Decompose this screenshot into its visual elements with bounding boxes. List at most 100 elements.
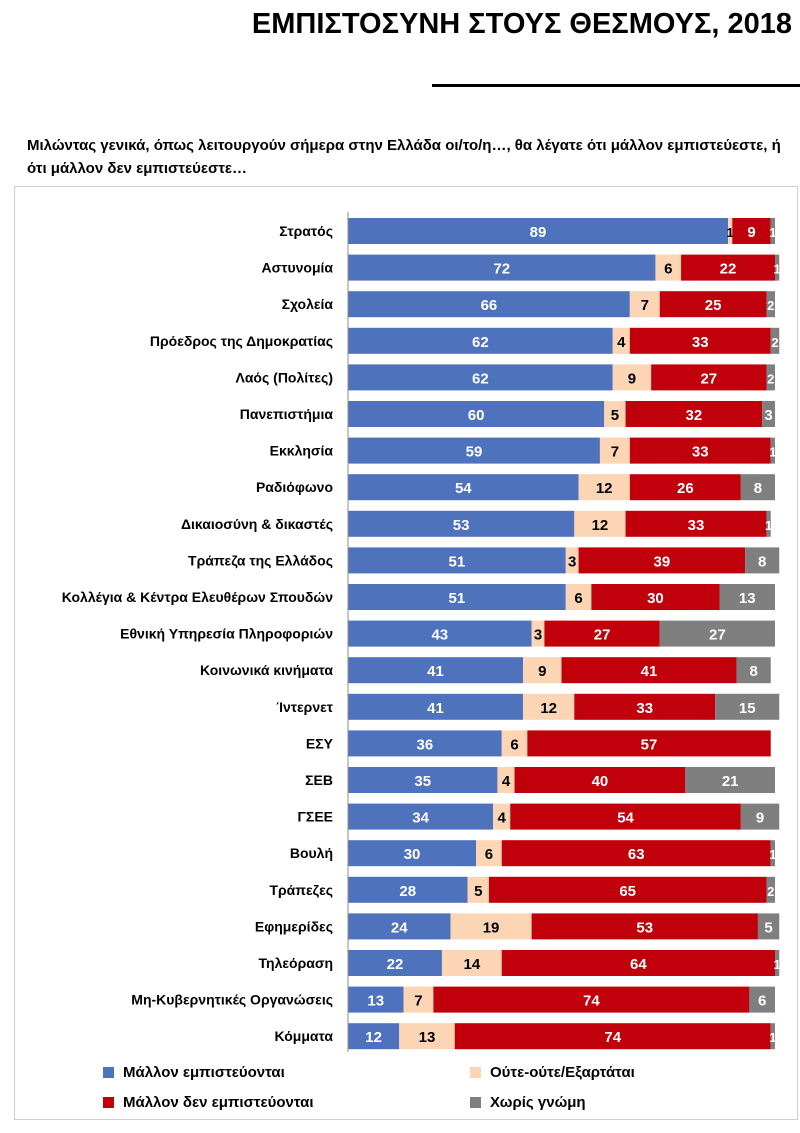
data-label: 65 — [619, 883, 636, 900]
data-label: 13 — [419, 1029, 436, 1046]
data-label: 3 — [764, 407, 772, 424]
category-label: ΕΣΥ — [306, 735, 334, 751]
category-label: Εθνική Υπηρεσία Πληροφοριών — [120, 626, 333, 642]
legend-item: Ούτε-ούτε/Εξαρτάται — [470, 1064, 635, 1081]
bar-segment — [612, 364, 652, 391]
bar-segment — [433, 986, 750, 1013]
bar-segment — [629, 437, 771, 464]
bar-segment — [757, 913, 780, 940]
data-label: 57 — [641, 736, 658, 753]
bar-segment — [629, 327, 771, 354]
category-label: Πρόεδρος της Δημοκρατίας — [150, 333, 333, 349]
data-label: 6 — [758, 993, 766, 1010]
bar-segment — [348, 950, 442, 976]
legend-item: Μάλλον εμπιστεύονται — [103, 1064, 285, 1081]
data-label: 1 — [765, 518, 772, 533]
data-label: 7 — [641, 297, 649, 314]
data-label: 5 — [474, 883, 482, 900]
bar-segment — [728, 218, 733, 244]
data-label: 9 — [756, 810, 764, 827]
data-label: 9 — [628, 370, 636, 387]
title-underline — [432, 84, 800, 87]
data-label: 5 — [611, 407, 619, 424]
category-label: Ραδιόφωνο — [256, 479, 333, 495]
legend-swatch — [103, 1097, 114, 1108]
data-label: 5 — [764, 919, 772, 936]
bar-segment — [493, 803, 511, 830]
data-label: 24 — [391, 919, 408, 936]
data-label: 62 — [472, 370, 489, 387]
data-label: 22 — [720, 261, 737, 278]
data-label: 6 — [485, 846, 493, 863]
legend-label: Μάλλον δεν εμπιστεύονται — [123, 1094, 314, 1111]
category-label: Εκκλησία — [270, 443, 334, 459]
data-label: 33 — [636, 700, 653, 717]
bar-segment — [591, 584, 720, 610]
bar-segment — [348, 547, 566, 574]
bar-segment — [561, 657, 737, 684]
data-label: 6 — [510, 736, 518, 753]
bar-segment — [770, 327, 780, 354]
category-label: ΓΣΕΕ — [298, 809, 334, 825]
data-label: 12 — [365, 1029, 382, 1046]
bar-segment — [766, 510, 771, 537]
legend-label: Χωρίς γνώμη — [490, 1094, 586, 1111]
bar-segment — [578, 547, 746, 574]
bar-segment — [527, 730, 771, 757]
data-label: 59 — [466, 444, 483, 461]
bar-segment — [348, 254, 656, 281]
data-label: 53 — [453, 517, 470, 534]
bar-segment — [659, 291, 767, 318]
data-label: 1 — [727, 225, 734, 240]
data-label: 39 — [653, 553, 670, 570]
bar-segment — [348, 401, 605, 427]
data-label: 22 — [387, 956, 404, 973]
bar-segment — [348, 913, 451, 940]
data-label: 40 — [592, 773, 609, 790]
category-label: Κοινωνικά κινήματα — [200, 662, 333, 678]
bar-segment — [762, 401, 775, 427]
data-label: 33 — [688, 517, 705, 534]
bar-segment — [612, 327, 630, 354]
bar-segment — [599, 437, 630, 464]
data-label: 12 — [592, 517, 609, 534]
data-label: 54 — [617, 810, 634, 827]
bar-segment — [501, 730, 528, 757]
bar-segment — [467, 876, 489, 903]
bar-segment — [775, 254, 780, 281]
data-label: 6 — [574, 590, 582, 607]
data-label: 1 — [774, 957, 781, 972]
bar-segment — [510, 803, 741, 830]
data-label: 30 — [647, 590, 664, 607]
page-title: ΕΜΠΙΣΤΟΣΥΝΗ ΣΤΟΥΣ ΘΕΣΜΟΥΣ, 2018 — [251, 8, 792, 40]
data-label: 27 — [709, 627, 726, 644]
bar-segment — [544, 620, 660, 647]
category-label: Κόμματα — [274, 1028, 333, 1044]
category-label: Δικαιοσύνη & δικαστές — [181, 516, 333, 532]
data-label: 9 — [747, 224, 755, 241]
data-label: 32 — [686, 407, 703, 424]
bar-segment — [399, 1023, 455, 1050]
bar-segment — [454, 1023, 771, 1050]
bar-segment — [348, 510, 575, 537]
bar-segment — [574, 510, 626, 537]
data-label: 62 — [472, 334, 489, 351]
data-label: 1 — [769, 1030, 776, 1045]
data-label: 41 — [427, 663, 444, 680]
bar-segment — [348, 474, 579, 501]
legend-item: Χωρίς γνώμη — [470, 1094, 586, 1111]
data-label: 89 — [530, 224, 547, 241]
category-label: ΣΕΒ — [305, 772, 333, 788]
data-label: 13 — [367, 993, 384, 1010]
bar-segment — [770, 1023, 775, 1050]
data-label: 1 — [769, 847, 776, 862]
bar-segment — [348, 876, 468, 903]
bar-segment — [625, 510, 767, 537]
data-label: 25 — [705, 297, 722, 314]
data-label: 28 — [399, 883, 416, 900]
bar-segment — [501, 950, 775, 976]
data-label: 74 — [583, 993, 600, 1010]
bar-segment — [348, 218, 729, 244]
category-label: Λαός (Πολίτες) — [235, 369, 333, 385]
